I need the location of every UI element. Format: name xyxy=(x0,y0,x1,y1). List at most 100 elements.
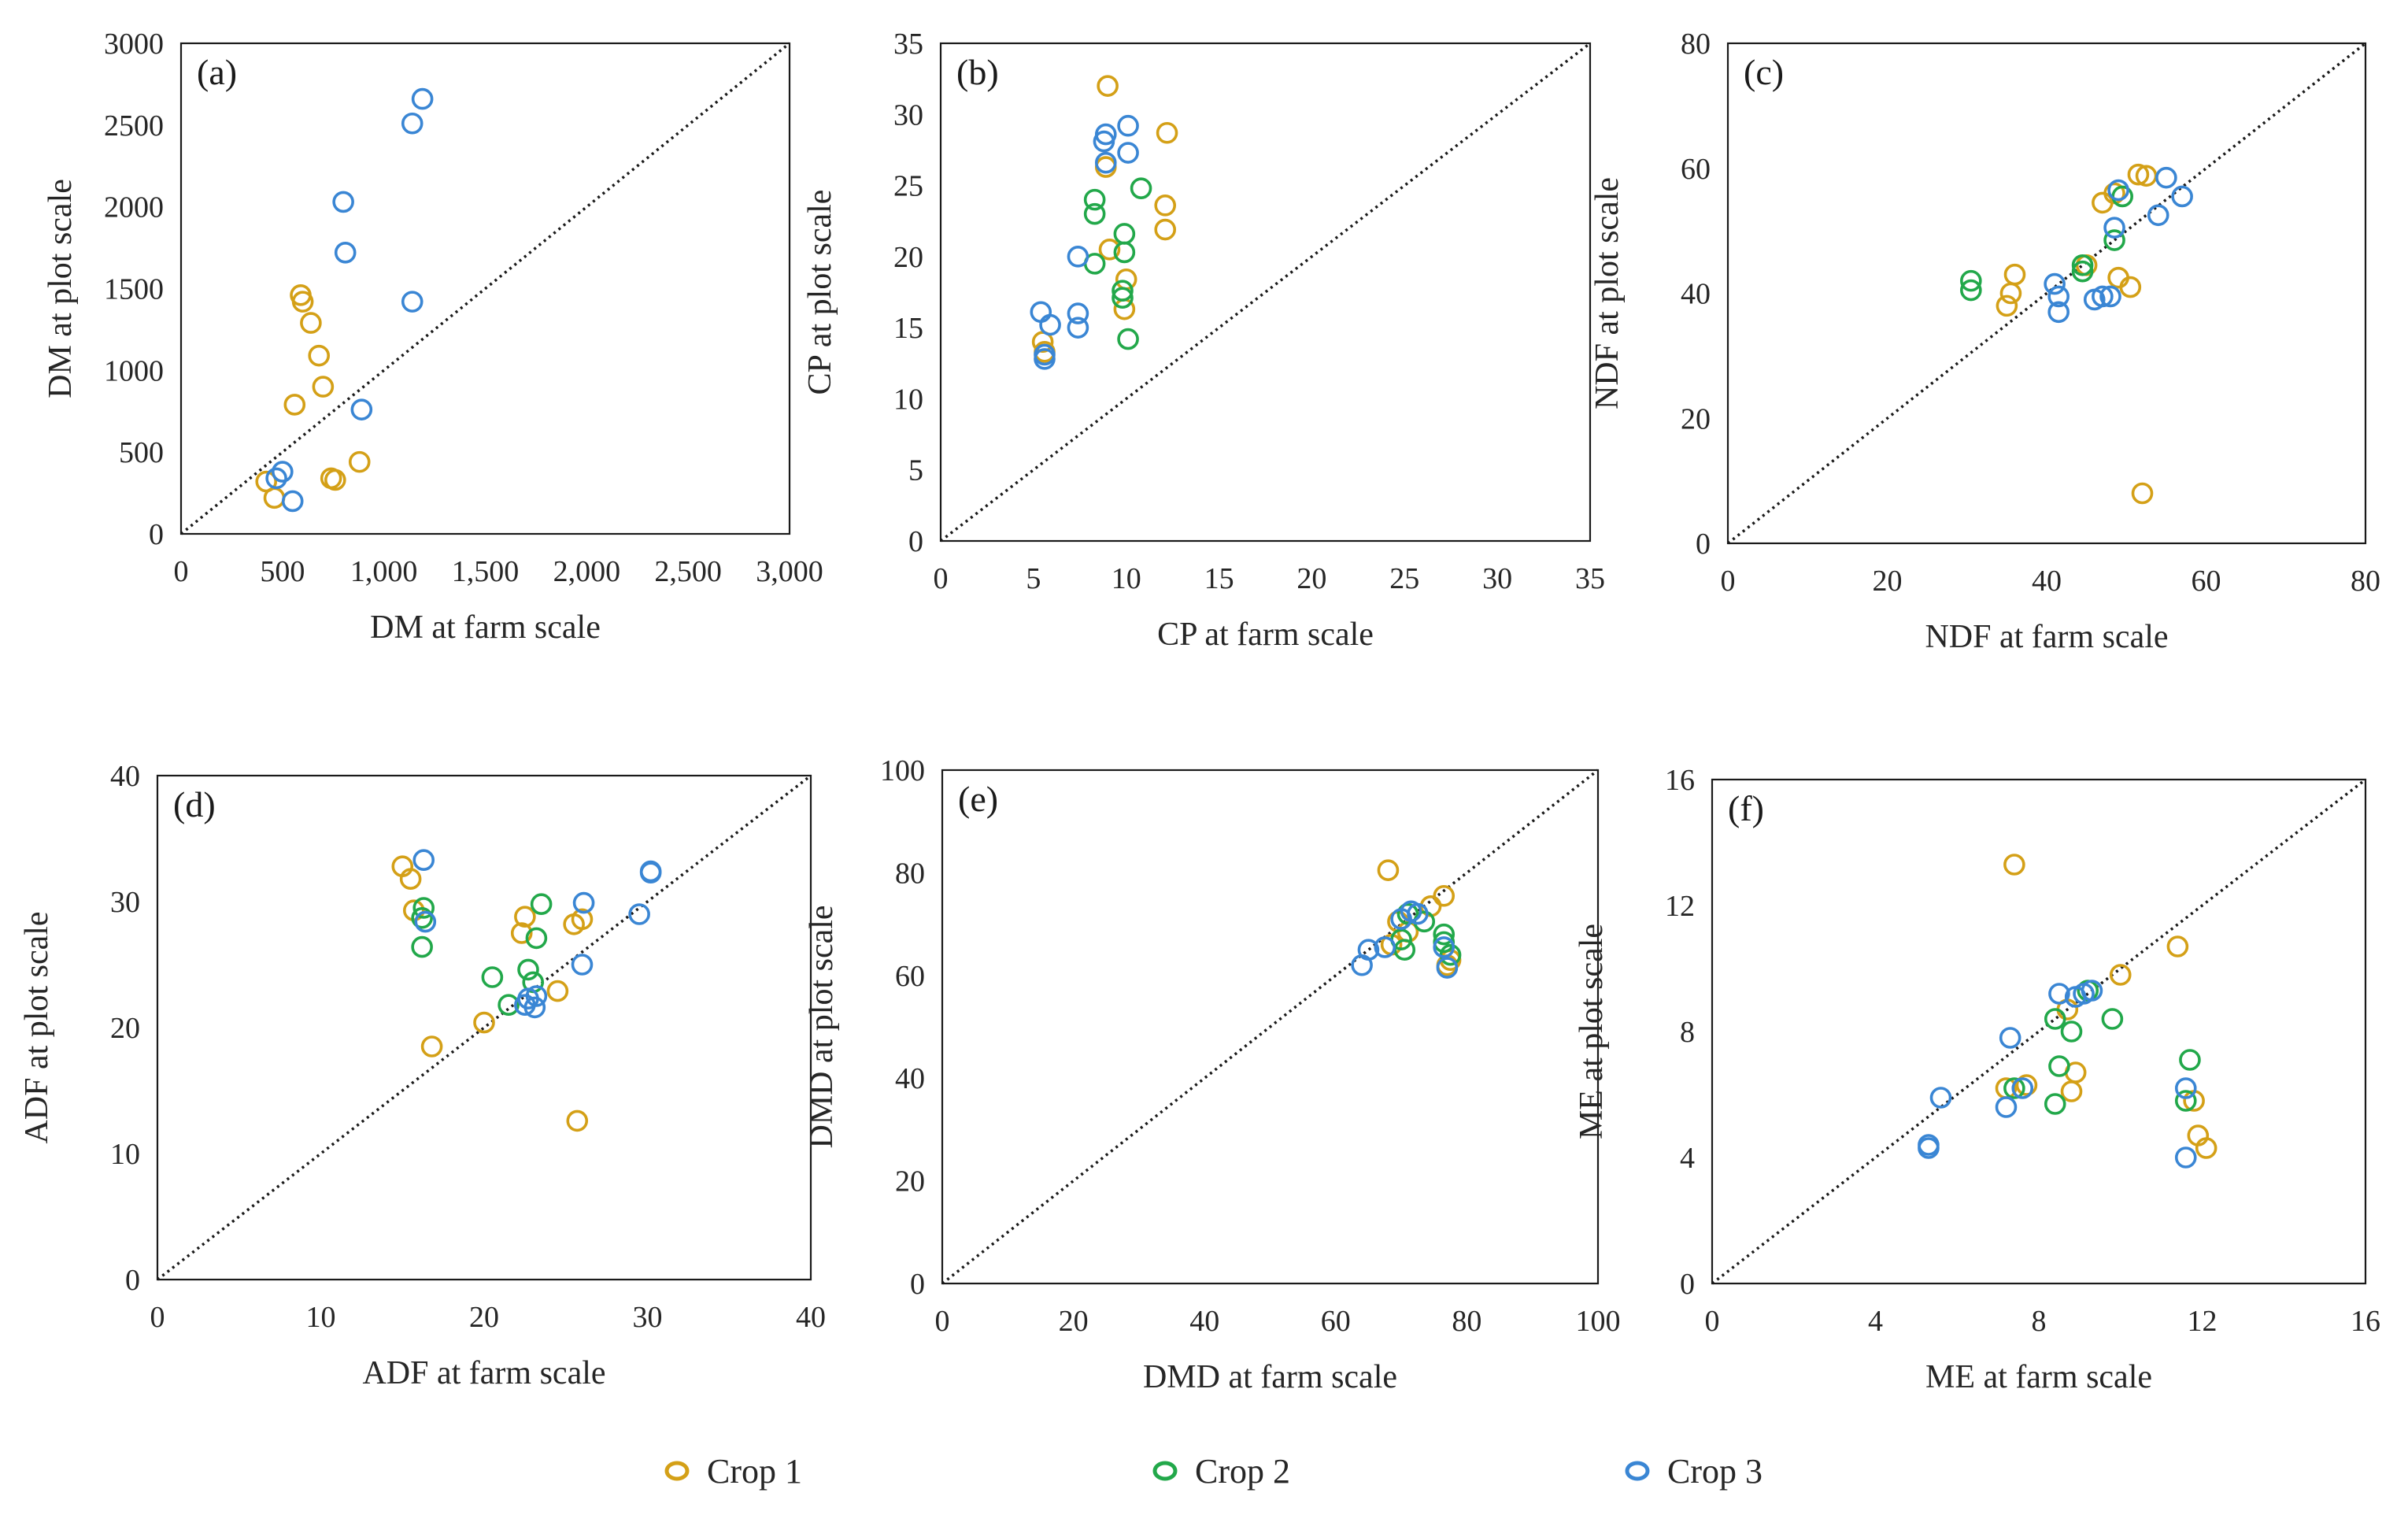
x-tick-label: 8 xyxy=(2032,1305,2047,1338)
data-point xyxy=(2060,1080,2083,1102)
legend-item-crop-1: Crop 1 xyxy=(664,1452,802,1491)
legend-label: Crop 3 xyxy=(1667,1452,1763,1491)
legend-marker xyxy=(1152,1461,1178,1481)
y-tick-label: 35 xyxy=(893,28,923,61)
data-point xyxy=(546,980,569,1002)
x-tick-label: 4 xyxy=(1868,1305,1883,1338)
panel-tag: (e) xyxy=(958,779,998,819)
data-point xyxy=(300,312,322,334)
y-tick-label: 40 xyxy=(895,1062,925,1095)
data-point xyxy=(2147,204,2169,227)
plot-frame xyxy=(156,774,812,1281)
data-point xyxy=(1130,177,1152,199)
data-point xyxy=(412,897,435,919)
data-point xyxy=(1377,859,1400,881)
y-axis-label: NDF at plot scale xyxy=(1589,177,1626,409)
data-point xyxy=(1999,282,2022,305)
y-tick-label: 0 xyxy=(1696,528,1711,561)
data-point xyxy=(2015,1074,2038,1096)
data-point xyxy=(2048,1055,2070,1077)
y-tick-label: 16 xyxy=(1665,764,1695,797)
data-point xyxy=(473,1011,495,1034)
data-point xyxy=(2101,1008,2124,1030)
x-tick-label: 40 xyxy=(796,1301,826,1334)
data-point xyxy=(281,490,304,513)
data-point xyxy=(272,461,294,483)
one-to-one-line xyxy=(179,42,791,535)
legend-item-crop-3: Crop 3 xyxy=(1625,1452,1763,1491)
x-tick-label: 16 xyxy=(2351,1305,2380,1338)
data-point xyxy=(1039,313,1061,336)
y-tick-label: 0 xyxy=(1680,1268,1695,1301)
x-axis-label: ME at farm scale xyxy=(1925,1359,2152,1395)
x-tick-label: 0 xyxy=(1705,1305,1720,1338)
y-tick-label: 4 xyxy=(1680,1142,1695,1175)
data-point xyxy=(498,994,520,1016)
x-tick-label: 80 xyxy=(1452,1305,1481,1338)
data-point xyxy=(350,398,373,420)
x-tick-label: 500 xyxy=(260,555,305,588)
data-point xyxy=(1083,202,1106,225)
x-tick-label: 80 xyxy=(2351,565,2380,598)
data-point xyxy=(639,861,662,883)
y-tick-label: 25 xyxy=(893,170,923,203)
x-tick-label: 0 xyxy=(1721,565,1736,598)
data-point xyxy=(1351,954,1373,976)
x-tick-label: 10 xyxy=(306,1301,336,1334)
series-crop3 xyxy=(2044,166,2193,324)
y-tick-label: 8 xyxy=(1680,1016,1695,1049)
data-point xyxy=(1433,923,1456,946)
data-point xyxy=(320,467,342,490)
y-tick-label: 40 xyxy=(1681,278,1711,311)
legend-marker xyxy=(1625,1461,1650,1481)
data-point xyxy=(2155,166,2177,189)
x-tick-label: 40 xyxy=(2032,565,2062,598)
x-tick-label: 10 xyxy=(1112,562,1141,595)
x-tick-label: 0 xyxy=(934,562,949,595)
data-point xyxy=(572,891,595,914)
data-point xyxy=(1436,957,1459,979)
data-point xyxy=(2103,229,2125,251)
data-point xyxy=(308,344,331,367)
data-point xyxy=(2044,272,2066,295)
data-point xyxy=(2171,185,2193,208)
data-point xyxy=(334,242,357,264)
data-point xyxy=(1094,151,1117,174)
data-point xyxy=(2060,1020,2083,1043)
data-point xyxy=(2174,1090,2197,1112)
x-tick-label: 60 xyxy=(2192,565,2221,598)
data-point xyxy=(2107,179,2129,202)
series-crop3 xyxy=(1918,980,2197,1169)
data-point xyxy=(2127,163,2150,186)
data-point xyxy=(1112,280,1134,302)
data-point xyxy=(2044,1093,2066,1115)
y-tick-label: 10 xyxy=(893,383,923,416)
x-tick-label: 35 xyxy=(1575,562,1605,595)
data-point xyxy=(571,954,594,976)
data-point xyxy=(2044,1008,2066,1030)
series-crop3 xyxy=(1351,900,1459,979)
legend-marker xyxy=(664,1461,690,1481)
legend-item-crop-2: Crop 2 xyxy=(1152,1452,1290,1491)
x-tick-label: 60 xyxy=(1321,1305,1351,1338)
panel-tag: (a) xyxy=(197,52,237,92)
plot-frame xyxy=(1711,778,2367,1285)
data-point xyxy=(411,87,434,110)
panel-a: 0 500 1,000 1,500 2,000 2,500 3,000 0 500 1000 150… xyxy=(43,28,823,646)
series-crop3 xyxy=(265,87,434,513)
data-point xyxy=(401,291,424,313)
data-point xyxy=(1995,1096,2018,1118)
data-point xyxy=(1918,1137,1940,1159)
y-tick-label: 10 xyxy=(110,1138,140,1171)
data-point xyxy=(411,907,433,929)
one-to-one-line xyxy=(156,774,812,1281)
data-point xyxy=(1112,287,1134,309)
data-point xyxy=(411,935,433,958)
y-tick-label: 1000 xyxy=(104,354,164,387)
y-tick-label: 15 xyxy=(893,312,923,345)
data-point xyxy=(2003,1077,2025,1099)
data-point xyxy=(1098,239,1121,261)
y-tick-label: 5 xyxy=(908,454,923,487)
panel-c: 0 20 40 60 80 0 20 40 60 80 NDF at farm scale NDF a… xyxy=(1589,28,2380,655)
